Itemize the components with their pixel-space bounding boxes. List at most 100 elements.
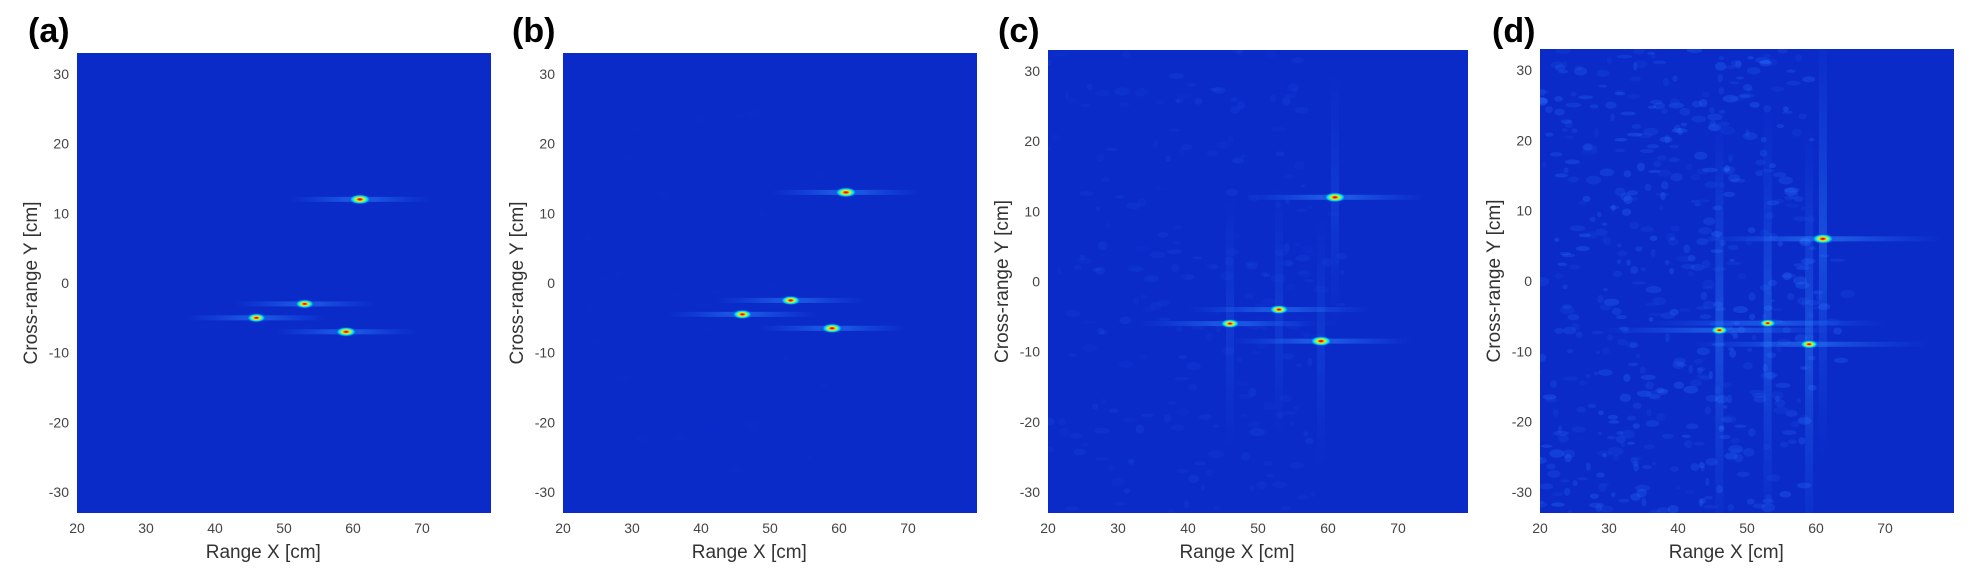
clutter-speckle (1629, 342, 1638, 349)
clutter-speckle (1692, 100, 1703, 108)
clutter-speckle (1653, 160, 1661, 168)
clutter-speckle (1307, 357, 1313, 366)
clutter-speckle (1564, 159, 1580, 165)
y-axis-label: Cross-range Y [cm] (992, 200, 1013, 363)
clutter-speckle (1286, 283, 1296, 291)
clutter-speckle (1248, 387, 1257, 397)
clutter-speckle (1630, 266, 1639, 274)
clutter-speckle (1194, 98, 1203, 105)
clutter-speckle (1206, 332, 1213, 342)
clutter-speckle (1303, 249, 1317, 258)
clutter-speckle (1271, 126, 1287, 132)
clutter-speckle (1669, 308, 1679, 316)
clutter-speckle (1669, 97, 1680, 107)
x-tick-label: 30 (1601, 520, 1617, 536)
target-peak (821, 323, 843, 334)
clutter-speckle (1176, 94, 1192, 99)
clutter-speckle (1585, 462, 1591, 471)
clutter-speckle (1782, 110, 1793, 114)
clutter-speckle (1786, 292, 1795, 301)
clutter-speckle (1180, 144, 1193, 151)
x-tick-label: 70 (414, 520, 430, 536)
heatmap-area (574, 132, 920, 471)
clutter-speckle (1684, 439, 1693, 449)
clutter-speckle (1785, 410, 1798, 417)
y-axis-label: Cross-range Y [cm] (507, 202, 528, 365)
clutter-speckle (1704, 496, 1713, 500)
clutter-speckle (1578, 200, 1587, 206)
clutter-speckle (574, 132, 587, 137)
clutter-speckle (1558, 434, 1569, 443)
clutter-speckle (1256, 342, 1270, 350)
clutter-speckle (1545, 106, 1553, 113)
y-axis-label: Cross-range Y [cm] (21, 202, 42, 365)
clutter-speckle (1617, 250, 1628, 257)
clutter-speckle (1681, 434, 1691, 438)
clutter-speckle (1200, 484, 1206, 491)
clutter-speckle (1698, 462, 1705, 469)
clutter-speckle (1573, 67, 1588, 76)
clutter-speckle (1547, 470, 1561, 478)
clutter-speckle (1163, 414, 1172, 423)
clutter-speckle (1692, 441, 1705, 446)
clutter-speckle (1551, 502, 1565, 507)
clutter-speckle (1793, 263, 1809, 267)
clutter-speckle (1560, 479, 1570, 483)
clutter-speckle (1236, 101, 1246, 109)
clutter-speckle (1693, 151, 1708, 160)
clutter-speckle (1677, 127, 1683, 136)
clutter-speckle (1593, 371, 1599, 376)
clutter-speckle (1213, 505, 1221, 511)
clutter-speckle (1282, 410, 1297, 415)
clutter-speckle (1648, 312, 1664, 317)
panel-d: (d) 20 30 40 50 60 70 30 20 10 0 -10 -20 -30 Range X [… (1484, 12, 1954, 563)
clutter-speckle (1564, 487, 1571, 496)
heatmap-area (186, 193, 430, 338)
clutter-speckle (1664, 134, 1671, 144)
clutter-speckle (1795, 54, 1802, 62)
clutter-speckle (1068, 353, 1078, 358)
clutter-speckle (1696, 167, 1709, 175)
clutter-speckle (1175, 408, 1191, 416)
clutter-speckle (757, 211, 766, 216)
clutter-speckle (1261, 326, 1267, 331)
clutter-speckle (1607, 334, 1614, 341)
clutter-speckle (1598, 483, 1607, 492)
x-tick-label: 70 (1390, 520, 1406, 536)
target-sidelobe-crossrange (1818, 49, 1827, 455)
clutter-speckle (1180, 273, 1195, 280)
clutter-speckle (1582, 195, 1591, 203)
clutter-speckle (1171, 263, 1180, 273)
clutter-speckle (752, 465, 760, 471)
clutter-speckle (1173, 240, 1182, 245)
clutter-speckle (1648, 316, 1654, 322)
clutter-speckle (1565, 102, 1582, 108)
clutter-speckle (1092, 403, 1099, 410)
clutter-speckle (1597, 450, 1612, 457)
clutter-speckle (1630, 196, 1639, 201)
clutter-speckle (592, 341, 606, 344)
clutter-speckle (1787, 439, 1797, 445)
clutter-speckle (1636, 488, 1647, 498)
clutter-speckle (1566, 349, 1574, 354)
clutter-speckle (1540, 98, 1548, 106)
clutter-speckle (759, 355, 772, 360)
clutter-speckle (1240, 414, 1247, 418)
clutter-speckle (1577, 477, 1588, 481)
clutter-speckle (1606, 56, 1612, 65)
clutter-speckle (1562, 326, 1577, 335)
clutter-speckle (1734, 424, 1747, 428)
clutter-speckle (745, 142, 750, 146)
clutter-speckle (1655, 192, 1670, 197)
clutter-speckle (1630, 456, 1642, 461)
clutter-speckle (1660, 108, 1668, 114)
clutter-speckle (1099, 330, 1108, 335)
clutter-speckle (1630, 457, 1639, 464)
clutter-speckle (1623, 170, 1632, 178)
clutter-speckle (1644, 183, 1652, 192)
clutter-speckle (1554, 327, 1564, 334)
clutter-speckle (1730, 448, 1743, 455)
clutter-speckle (1700, 291, 1708, 301)
clutter-speckle (699, 329, 711, 332)
clutter-speckle (1742, 132, 1758, 141)
